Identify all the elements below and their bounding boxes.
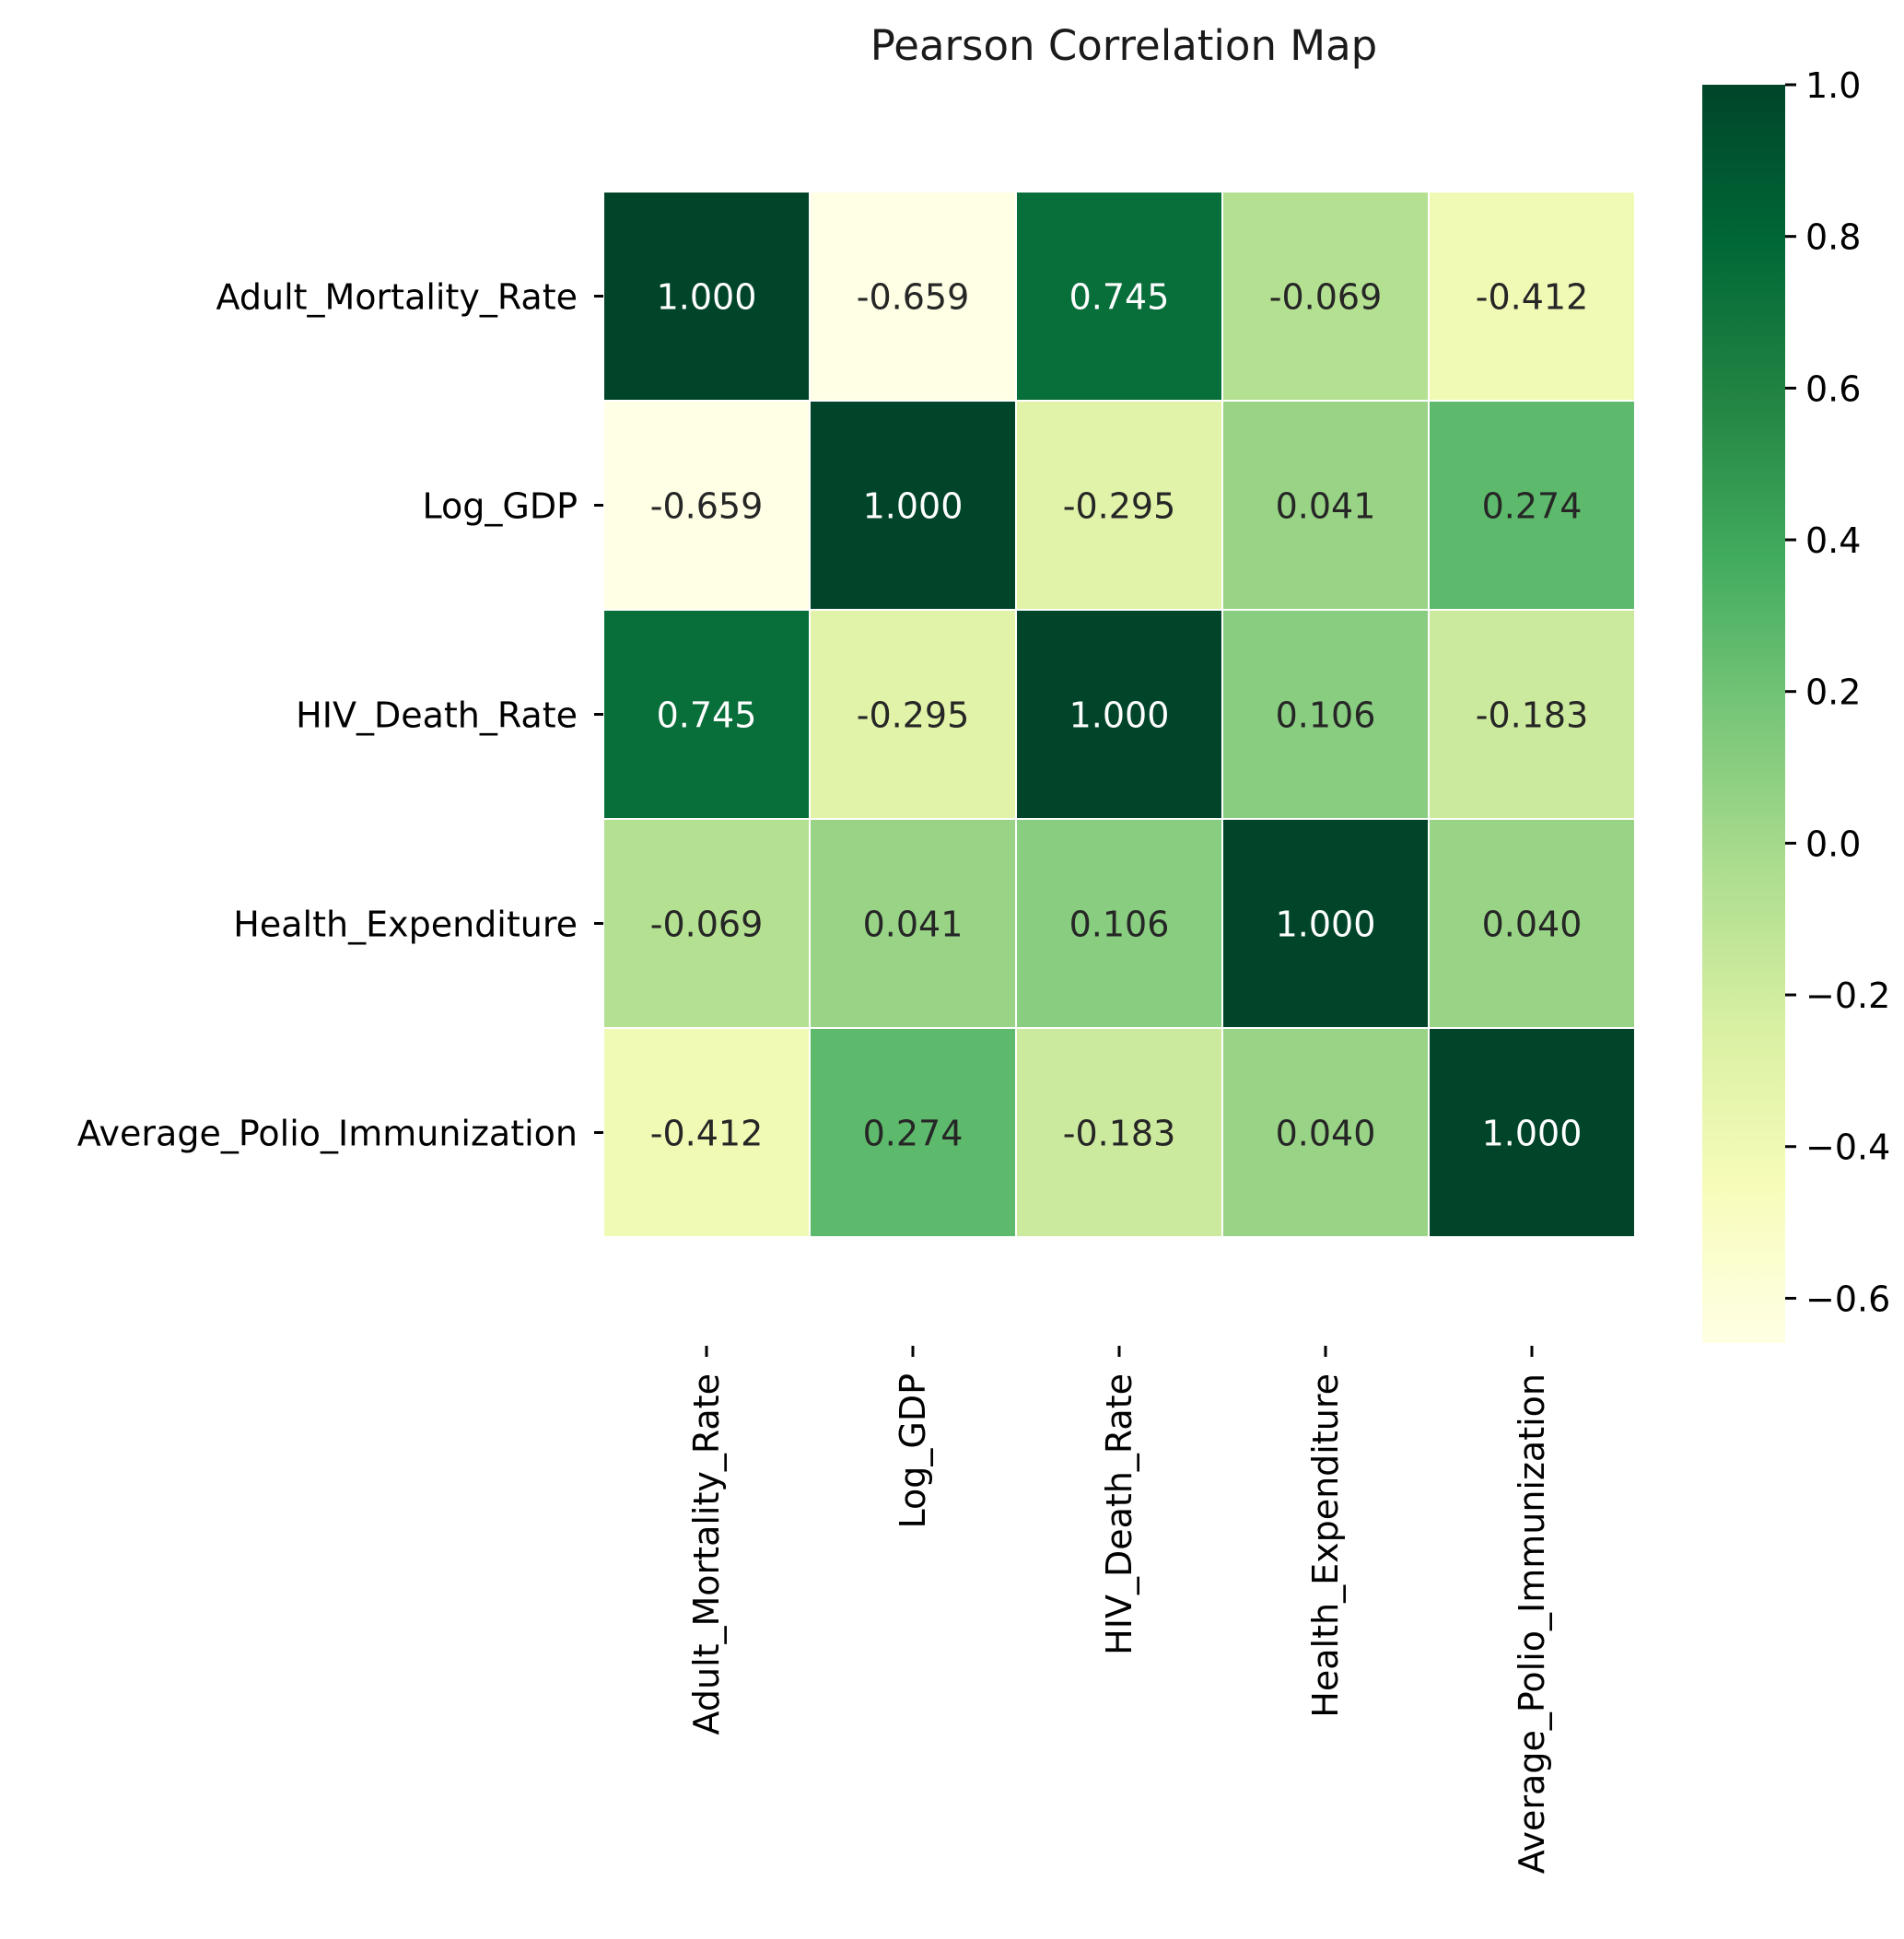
heatmap-cell xyxy=(1221,609,1430,820)
column-label: Average_Polio_Immunization xyxy=(1512,1373,1552,1874)
colorbar-tick-label: 0.8 xyxy=(1805,217,1861,258)
heatmap-cell xyxy=(1428,400,1636,611)
heatmap-cell xyxy=(1015,191,1223,402)
cell-value-label: -0.659 xyxy=(857,277,970,318)
cell-value-label: 0.745 xyxy=(1069,277,1170,318)
colorbar-tick-label: 0.6 xyxy=(1805,368,1861,409)
chart-title: Pearson Correlation Map xyxy=(870,21,1378,70)
cell-value-label: 1.000 xyxy=(657,277,757,318)
heatmap-cell xyxy=(1428,191,1636,402)
row-label: Adult_Mortality_Rate xyxy=(216,277,578,318)
colorbar-tick-label: 0.0 xyxy=(1805,823,1861,864)
heatmap-cell xyxy=(1015,818,1223,1029)
cell-value-label: -0.183 xyxy=(1063,1114,1176,1154)
cell-value-label: -0.659 xyxy=(650,486,764,527)
heatmap-cell xyxy=(602,191,811,402)
heatmap-cell xyxy=(1015,609,1223,820)
cell-value-label: 1.000 xyxy=(1069,695,1170,736)
column-label: HIV_Death_Rate xyxy=(1099,1373,1139,1655)
cell-value-label: 0.745 xyxy=(657,695,757,736)
cell-value-label: -0.069 xyxy=(650,905,764,945)
cell-value-label: 1.000 xyxy=(1482,1114,1583,1154)
cell-value-label: 0.106 xyxy=(1276,695,1376,736)
heatmap-cell xyxy=(1015,400,1223,611)
row-label: Health_Expenditure xyxy=(233,905,578,945)
heatmap-cell xyxy=(1428,609,1636,820)
cell-value-label: 0.040 xyxy=(1276,1114,1376,1154)
colorbar-gradient xyxy=(1702,85,1785,1343)
colorbar-tick-label: 0.4 xyxy=(1805,520,1861,561)
column-label: Adult_Mortality_Rate xyxy=(686,1373,727,1735)
cell-value-label: -0.295 xyxy=(857,695,970,736)
column-label: Log_GDP xyxy=(893,1373,933,1529)
colorbar-tick-label: 0.2 xyxy=(1805,672,1861,713)
cell-value-label: -0.183 xyxy=(1476,695,1589,736)
cell-value-label: 1.000 xyxy=(1276,905,1376,945)
cell-value-label: 0.040 xyxy=(1482,905,1583,945)
heatmap-cells xyxy=(602,191,1636,1238)
heatmap-cell xyxy=(602,400,811,611)
heatmap-cell xyxy=(809,609,1017,820)
cell-value-label: -0.412 xyxy=(650,1114,764,1154)
colorbar-tick-label: 1.0 xyxy=(1805,65,1861,106)
colorbar-tick-label: −0.4 xyxy=(1805,1127,1890,1168)
heatmap-cell xyxy=(1015,1027,1223,1238)
column-labels: Adult_Mortality_Rate Log_GDP HIV_Death_Rat… xyxy=(686,1346,1552,1874)
row-labels: Adult_Mortality_Rate Log_GDP HIV_Death_Rat… xyxy=(77,277,603,1154)
cell-annotations: 1.000 -0.659 0.745 -0.069 -0.412 -0.659 1.000 -… xyxy=(650,277,1589,1154)
cell-value-label: 0.041 xyxy=(863,905,964,945)
heatmap-cell xyxy=(602,1027,811,1238)
row-label: Average_Polio_Immunization xyxy=(77,1114,578,1154)
cell-value-label: -0.412 xyxy=(1476,277,1589,318)
colorbar-tick-label: −0.2 xyxy=(1805,975,1890,1016)
heatmap-cell xyxy=(809,1027,1017,1238)
cell-value-label: 0.274 xyxy=(863,1114,964,1154)
heatmap-cell xyxy=(1428,818,1636,1029)
cell-value-label: -0.295 xyxy=(1063,486,1176,527)
heatmap-cell xyxy=(809,818,1017,1029)
heatmap-cell xyxy=(1221,818,1430,1029)
colorbar: 1.0 0.8 0.6 0.4 0.2 0.0 −0.2 −0.4 −0.6 xyxy=(1702,65,1890,1343)
row-label: Log_GDP xyxy=(423,486,578,527)
cell-value-label: 0.274 xyxy=(1482,486,1583,527)
column-label: Health_Expenditure xyxy=(1305,1373,1346,1718)
row-label: HIV_Death_Rate xyxy=(296,695,578,736)
cell-value-label: 1.000 xyxy=(863,486,964,527)
heatmap-cell xyxy=(1428,1027,1636,1238)
colorbar-tick-label: −0.6 xyxy=(1805,1279,1890,1319)
cell-value-label: -0.069 xyxy=(1269,277,1383,318)
cell-value-label: 0.041 xyxy=(1276,486,1376,527)
cell-value-label: 0.106 xyxy=(1069,905,1170,945)
heatmap-cell xyxy=(1221,191,1430,402)
heatmap-cell xyxy=(809,191,1017,402)
